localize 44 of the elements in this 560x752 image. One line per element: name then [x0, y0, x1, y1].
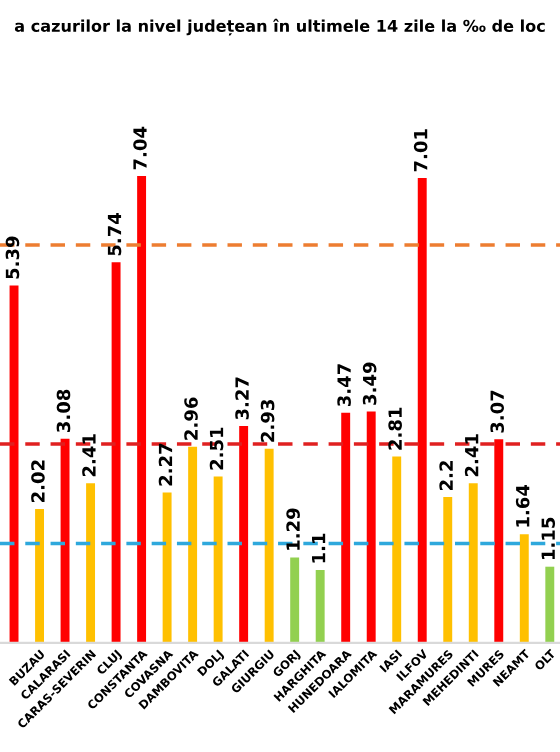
bar: [315, 570, 325, 643]
bar: [443, 497, 453, 643]
bar: [519, 534, 529, 643]
bar: [111, 262, 121, 643]
data-label: 1.1: [312, 533, 326, 563]
data-label: 5.39: [5, 236, 20, 279]
bar: [290, 557, 300, 643]
data-label: 2.51: [209, 427, 224, 470]
data-label: 2.27: [158, 443, 173, 486]
bar: [213, 476, 223, 643]
data-label: 1.64: [515, 484, 530, 527]
data-label: 3.07: [490, 390, 505, 433]
data-label: 1.15: [541, 517, 556, 560]
bar: [494, 439, 504, 643]
data-label: 2.02: [31, 460, 45, 503]
data-label: 2.2: [439, 461, 453, 491]
data-label: 3.27: [235, 377, 249, 420]
bar: [239, 426, 249, 643]
data-label: 2.93: [260, 399, 275, 442]
data-label: 3.49: [362, 362, 377, 405]
bar: [188, 446, 198, 643]
data-label: 5.74: [107, 213, 122, 256]
bar: [137, 176, 147, 643]
bar: [545, 566, 555, 643]
data-label: 2.41: [464, 434, 479, 477]
data-label: 1.29: [286, 508, 300, 550]
bar: [417, 178, 427, 643]
bar: [468, 483, 478, 643]
bar: [392, 456, 402, 643]
data-label: 2.96: [184, 397, 198, 440]
data-label: 7.01: [413, 129, 428, 172]
data-label: 3.08: [56, 389, 71, 432]
bar: [86, 483, 96, 643]
bar: [35, 509, 45, 643]
data-label: 7.04: [133, 126, 147, 170]
data-label: 2.81: [388, 407, 402, 450]
bar: [60, 438, 70, 643]
bar: [162, 492, 172, 643]
bar: [366, 411, 376, 643]
chart-title: a cazurilor la nivel județean în ultimele 14 zile la ‰ de loc: [14, 18, 545, 36]
bar: [264, 448, 274, 643]
bar: [341, 412, 351, 643]
data-label: 3.47: [337, 364, 351, 407]
data-label: 2.41: [82, 434, 96, 477]
